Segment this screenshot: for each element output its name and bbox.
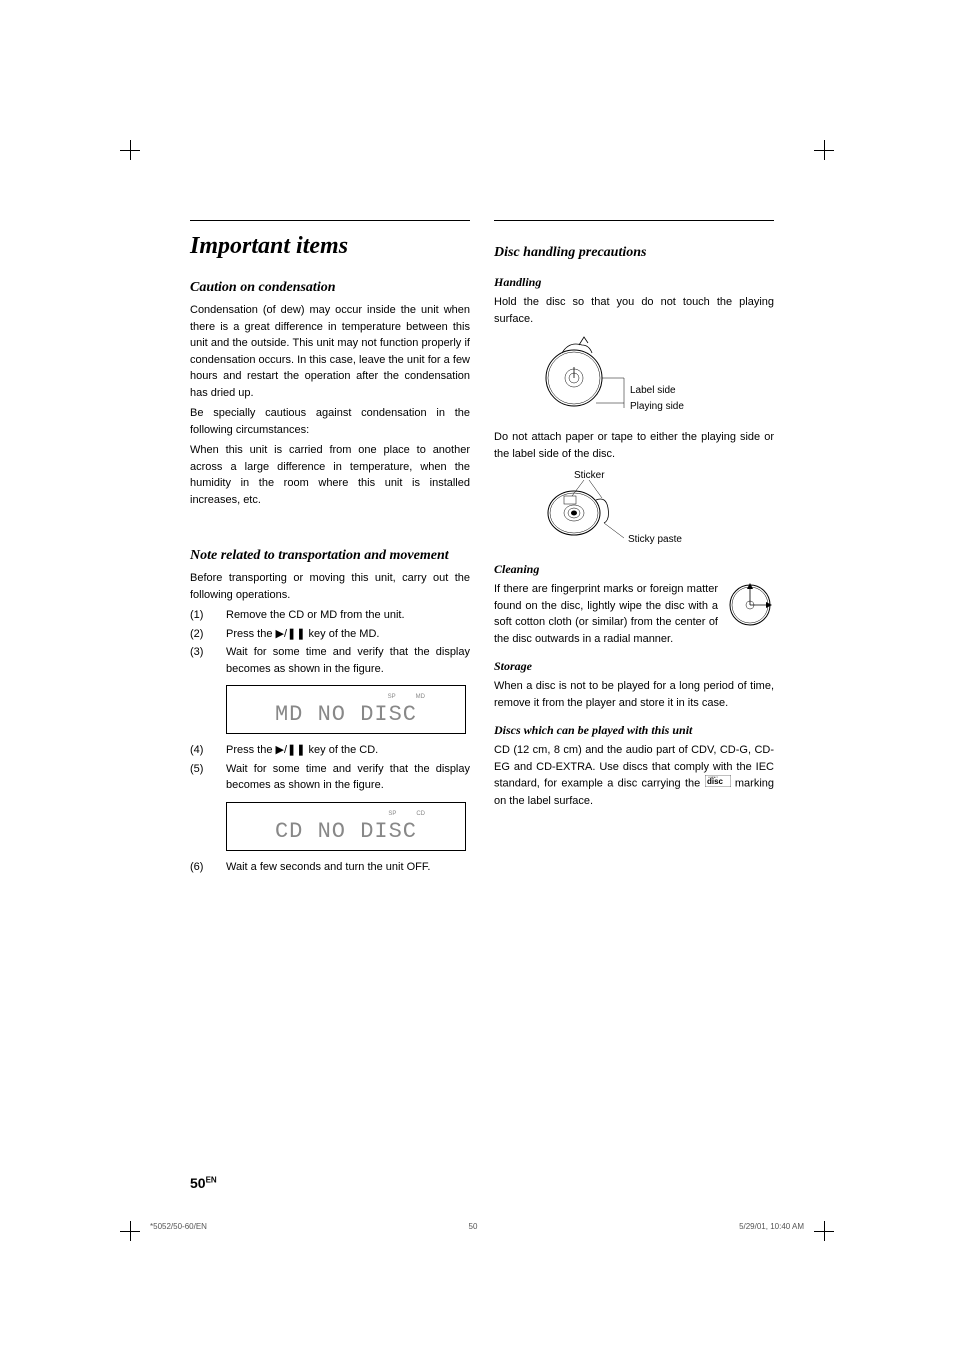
sticky-paste-label: Sticky paste bbox=[628, 534, 682, 545]
step-number: (1) bbox=[190, 607, 226, 624]
display-box: SP CD CD NO DISC bbox=[226, 802, 466, 851]
steps-list: (1) Remove the CD or MD from the unit. (… bbox=[190, 607, 470, 677]
sticker-label: Sticker bbox=[574, 470, 605, 481]
body-text: When this unit is carried from one place… bbox=[190, 442, 470, 508]
steps-list: (6) Wait a few seconds and turn the unit… bbox=[190, 859, 470, 876]
disc-holding-diagram: Label side Playing side bbox=[534, 333, 734, 423]
step-item: (4) Press the ▶/❚❚ key of the CD. bbox=[190, 742, 470, 759]
step-number: (3) bbox=[190, 644, 226, 677]
horizontal-rule bbox=[190, 220, 470, 221]
subsection-heading-handling: Handling bbox=[494, 275, 774, 290]
subsection-heading-cleaning: Cleaning bbox=[494, 562, 774, 577]
indicator: MD bbox=[416, 694, 425, 700]
body-text: Do not attach paper or tape to either th… bbox=[494, 429, 774, 462]
display-text: MD NO DISC bbox=[237, 702, 455, 727]
display-box: SP MD MD NO DISC bbox=[226, 685, 466, 734]
step-text: Wait for some time and verify that the d… bbox=[226, 761, 470, 794]
page-number: 50EN bbox=[190, 1175, 217, 1191]
footer-date: 5/29/01, 10:40 AM bbox=[739, 1222, 804, 1231]
step-text: Wait a few seconds and turn the unit OFF… bbox=[226, 859, 470, 876]
compact-disc-logo-icon: discCOMPACT bbox=[705, 775, 731, 793]
step-item: (6) Wait a few seconds and turn the unit… bbox=[190, 859, 470, 876]
left-column: Important items Caution on condensation … bbox=[190, 220, 470, 877]
body-text: When a disc is not to be played for a lo… bbox=[494, 678, 774, 711]
subsection-heading-storage: Storage bbox=[494, 659, 774, 674]
body-text: Condensation (of dew) may occur inside t… bbox=[190, 302, 470, 401]
disc-wipe-diagram bbox=[726, 581, 774, 629]
page-title: Important items bbox=[190, 233, 470, 260]
disc-sticker-diagram: Sticker Sticky paste bbox=[534, 468, 734, 548]
body-text: If there are fingerprint marks or foreig… bbox=[494, 581, 718, 647]
body-text: Before transporting or moving this unit,… bbox=[190, 570, 470, 603]
step-item: (5) Wait for some time and verify that t… bbox=[190, 761, 470, 794]
subsection-heading-discs-playable: Discs which can be played with this unit bbox=[494, 723, 774, 738]
body-text: Be specially cautious against condensati… bbox=[190, 405, 470, 438]
step-item: (2) Press the ▶/❚❚ key of the MD. bbox=[190, 626, 470, 643]
svg-text:COMPACT: COMPACT bbox=[708, 776, 719, 779]
body-text: CD (12 cm, 8 cm) and the audio part of C… bbox=[494, 742, 774, 809]
footer: *5052/50-60/EN 50 5/29/01, 10:40 AM bbox=[150, 1222, 804, 1231]
right-column: Disc handling precautions Handling Hold … bbox=[494, 220, 774, 877]
step-item: (3) Wait for some time and verify that t… bbox=[190, 644, 470, 677]
step-number: (6) bbox=[190, 859, 226, 876]
page: Important items Caution on condensation … bbox=[0, 0, 954, 1351]
display-text: CD NO DISC bbox=[237, 819, 455, 844]
label-side-label: Label side bbox=[630, 385, 676, 396]
body-text: Hold the disc so that you do not touch t… bbox=[494, 294, 774, 327]
step-text: Wait for some time and verify that the d… bbox=[226, 644, 470, 677]
step-item: (1) Remove the CD or MD from the unit. bbox=[190, 607, 470, 624]
section-heading-disc: Disc handling precautions bbox=[494, 245, 774, 261]
steps-list: (4) Press the ▶/❚❚ key of the CD. (5) Wa… bbox=[190, 742, 470, 794]
indicator: CD bbox=[416, 811, 425, 817]
step-number: (4) bbox=[190, 742, 226, 759]
section-heading-condensation: Caution on condensation bbox=[190, 280, 470, 296]
horizontal-rule bbox=[494, 220, 774, 221]
play-pause-icon: ▶/❚❚ bbox=[276, 744, 306, 756]
indicator: SP bbox=[388, 811, 396, 817]
step-text: Press the ▶/❚❚ key of the CD. bbox=[226, 742, 470, 759]
step-number: (2) bbox=[190, 626, 226, 643]
footer-file: *5052/50-60/EN bbox=[150, 1222, 207, 1231]
step-number: (5) bbox=[190, 761, 226, 794]
section-heading-transport: Note related to transportation and movem… bbox=[190, 548, 470, 564]
play-pause-icon: ▶/❚❚ bbox=[276, 628, 306, 640]
step-text: Press the ▶/❚❚ key of the MD. bbox=[226, 626, 470, 643]
indicator: SP bbox=[388, 694, 396, 700]
step-text: Remove the CD or MD from the unit. bbox=[226, 607, 470, 624]
playing-side-label: Playing side bbox=[630, 401, 684, 412]
footer-page: 50 bbox=[469, 1222, 478, 1231]
